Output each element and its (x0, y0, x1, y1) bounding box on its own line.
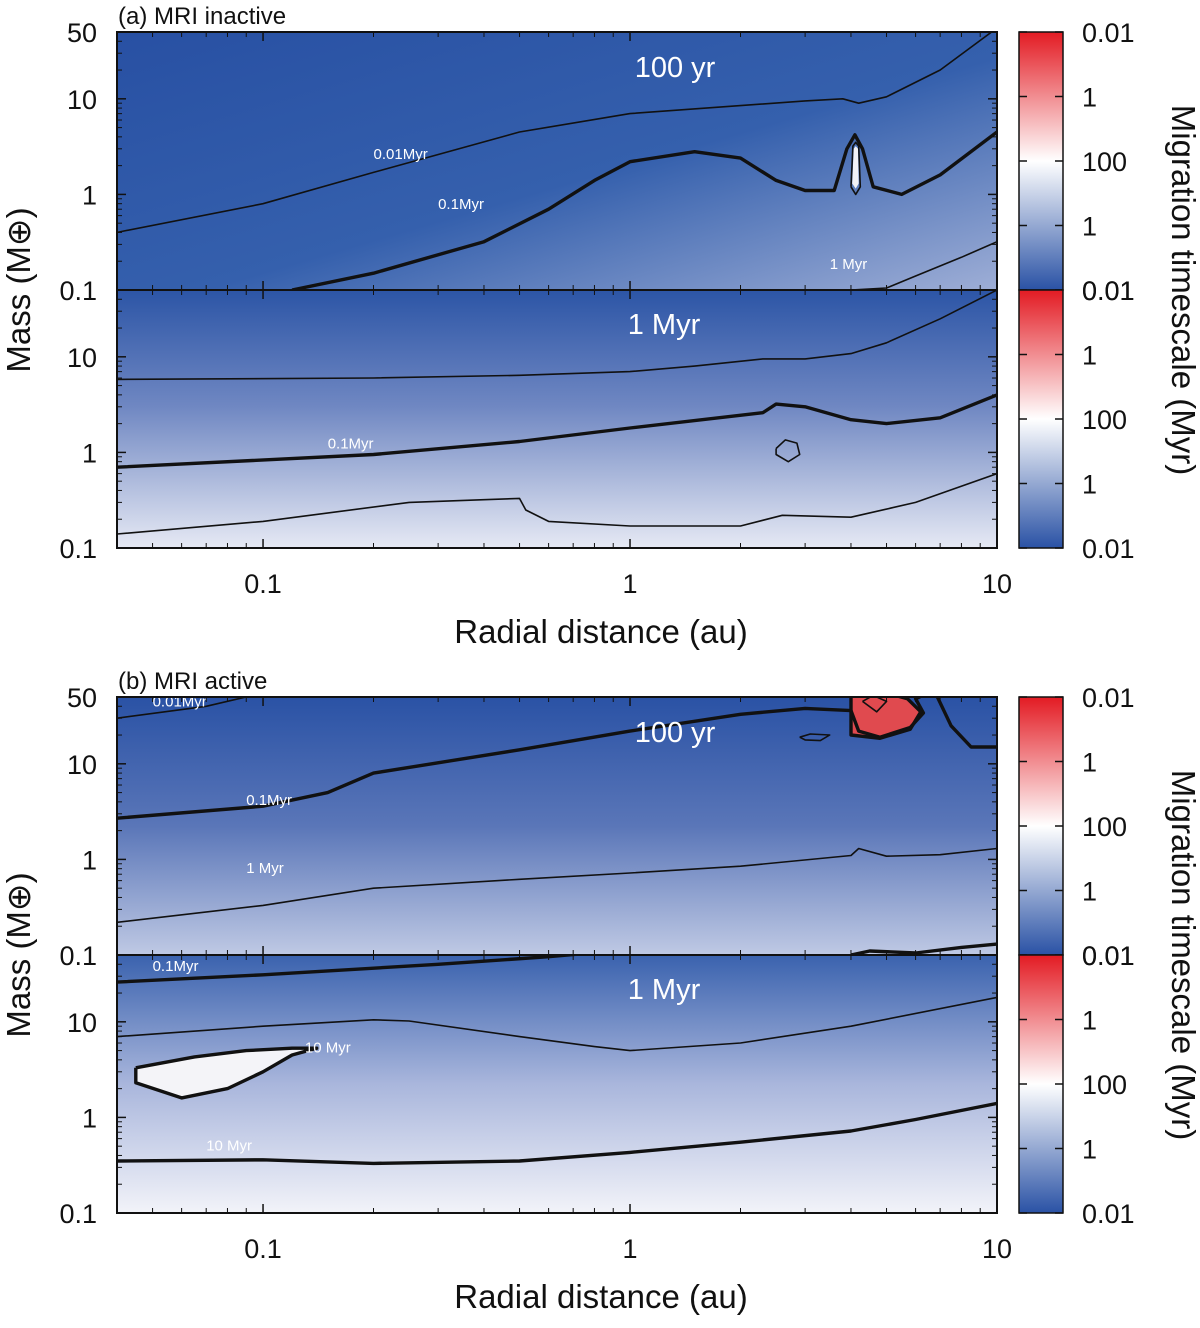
subplot: 0.1Myr 10 Myr 10 Myr 1 Myr 10 1 0.1 1 100 1 0.01 0.… (59, 941, 1134, 1229)
colorbar-tick-label: 1 (1082, 83, 1097, 113)
y-tick-label: 10 (67, 343, 97, 373)
colorbar-tick-label: 1 (1082, 1135, 1097, 1165)
colorbar-tick-label: 0.01 (1082, 534, 1135, 564)
contour-line (117, 955, 588, 984)
colorbar-tick-label: 0.01 (1082, 276, 1135, 306)
colorbar-tick-label: 0.01 (1082, 18, 1135, 48)
contour-label: 10 Myr (206, 1138, 252, 1155)
contour-line (799, 733, 831, 742)
contour-line (935, 697, 997, 749)
y-axis-label: Mass (M⊕) (0, 872, 37, 1037)
contour-line (117, 290, 997, 381)
y-tick-label: 10 (67, 1008, 97, 1038)
y-axis-label: Mass (M⊕) (0, 207, 37, 372)
colorbar-label: Migration timescale (Myr) (1165, 105, 1200, 475)
colorbar-tick-label: 0.01 (1082, 941, 1135, 971)
colorbar-tick-label: 100 (1082, 405, 1127, 435)
colorbar: 0.01 1 100 1 0.01 (1018, 18, 1135, 306)
colorbar-tick-label: 0.01 (1082, 941, 1135, 971)
colorbar-tick-label: 0.01 (1082, 1199, 1135, 1229)
contour-line (117, 32, 993, 234)
contour-line (117, 847, 997, 924)
x-axis-label: Radial distance (au) (454, 613, 748, 650)
subplot: 0.1Myr 1 Myr 10 1 0.1 1 100 1 0.01 0.01 (59, 276, 1134, 564)
y-tick-label: 1 (82, 1103, 97, 1133)
contour-line (291, 130, 997, 290)
contour-label: 1 Myr (246, 860, 284, 877)
y-tick-label: 50 (67, 18, 97, 48)
colorbar-label: Migration timescale (Myr) (1165, 770, 1200, 1140)
contour-label: 0.1Myr (438, 196, 484, 213)
time-label: 100 yr (635, 717, 716, 749)
contour-line (849, 697, 923, 740)
y-tick-label: 0.1 (59, 941, 97, 971)
colorbar-tick-label: 0.01 (1082, 276, 1135, 306)
x-axis-label: Radial distance (au) (454, 1278, 748, 1315)
heatmap-field (117, 32, 997, 290)
colorbar-tick-label: 1 (1082, 212, 1097, 242)
panel-title: (b) MRI active (118, 668, 267, 695)
time-label: 100 yr (635, 52, 716, 84)
panel-title: (a) MRI inactive (118, 3, 286, 30)
contour-line (117, 996, 997, 1052)
time-label: 1 Myr (628, 309, 701, 341)
contour-line (850, 240, 997, 290)
time-label: 1 Myr (628, 974, 701, 1006)
contour-label: 0.01Myr (153, 693, 207, 710)
colorbar-tick-label: 1 (1082, 748, 1097, 778)
subplot: 0.01Myr 0.1Myr 1 Myr 100 yr 50 10 1 0.1 0.01 1 100… (59, 18, 1134, 306)
contour-line (775, 439, 801, 463)
colorbar-tick-label: 1 (1082, 1006, 1097, 1036)
y-tick-label: 0.1 (59, 1199, 97, 1229)
contour-label: 0.1Myr (328, 436, 374, 453)
colorbar-tick-label: 0.01 (1082, 683, 1135, 713)
y-tick-label: 10 (67, 750, 97, 780)
y-tick-label: 1 (82, 438, 97, 468)
y-tick-label: 0.1 (59, 276, 97, 306)
x-tick-label: 10 (982, 569, 1012, 599)
panel-a: (a) MRI inactive 0.01Myr 0.1Myr 1 Myr 100 yr… (0, 3, 1200, 650)
colorbar-tick-label: 1 (1082, 470, 1097, 500)
contour-line (117, 1101, 997, 1166)
x-tick-label: 1 (622, 569, 637, 599)
colorbar-tick-label: 100 (1082, 147, 1127, 177)
heatmap-field (117, 290, 997, 548)
contour-line (850, 141, 862, 196)
contour-label: 10 Myr (305, 1039, 351, 1056)
contour-label: 0.01Myr (374, 146, 428, 163)
colorbar-tick-label: 1 (1082, 341, 1097, 371)
y-tick-label: 0.1 (59, 534, 97, 564)
colorbar-tick-label: 100 (1082, 812, 1127, 842)
colorbar-tick-label: 1 (1082, 877, 1097, 907)
colorbar: 1 100 1 0.01 0.01 (1018, 276, 1135, 564)
colorbar: 1 100 1 0.01 0.01 (1018, 941, 1135, 1229)
heatmap-field (117, 955, 997, 1213)
contour-label: 0.1Myr (246, 792, 292, 809)
x-tick-label: 10 (982, 1234, 1012, 1264)
slow-migration-region (852, 146, 859, 189)
plot-frame (116, 289, 998, 549)
x-tick-label: 0.1 (244, 1234, 282, 1264)
subplot: 0.01Myr 0.1Myr 1 Myr 100 yr 50 10 1 0.1 0.01 1 100… (59, 683, 1134, 971)
y-tick-label: 50 (67, 683, 97, 713)
contour-label: 0.1Myr (153, 958, 199, 975)
plot-frame (116, 954, 998, 1214)
y-tick-label: 1 (82, 180, 97, 210)
x-tick-label: 0.1 (244, 569, 282, 599)
x-tick-label: 1 (622, 1234, 637, 1264)
y-tick-label: 1 (82, 845, 97, 875)
colorbar-tick-label: 100 (1082, 1070, 1127, 1100)
contour-label: 1 Myr (830, 256, 868, 273)
heatmap-field (117, 697, 997, 955)
contour-line (134, 1046, 319, 1100)
contour-line (117, 472, 997, 535)
y-tick-label: 10 (67, 85, 97, 115)
contour-line (117, 393, 997, 469)
colorbar: 0.01 1 100 1 0.01 (1018, 683, 1135, 971)
